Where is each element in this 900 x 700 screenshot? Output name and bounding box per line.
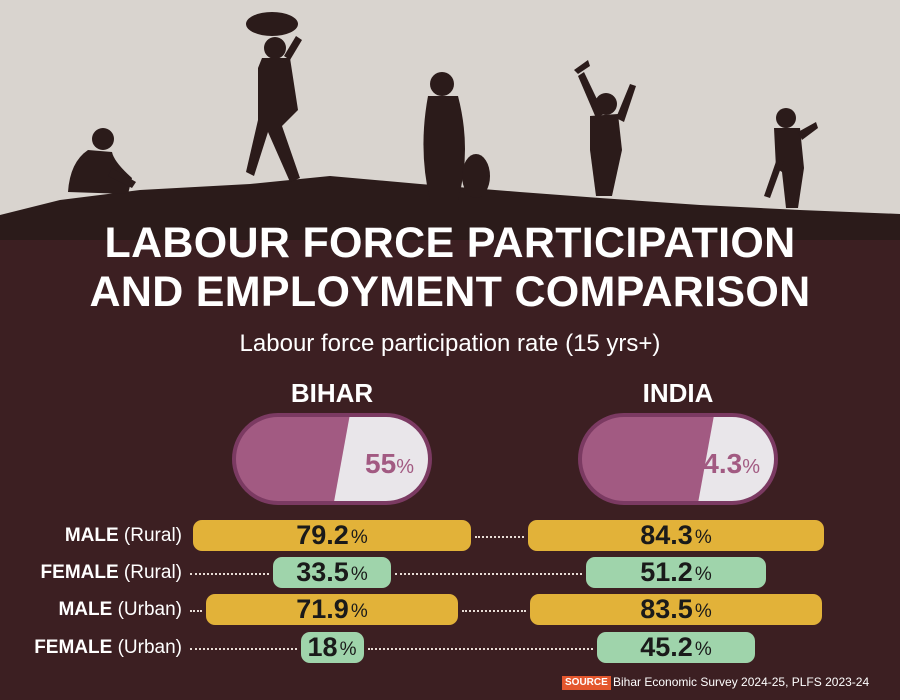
row-label: FEMALE (Rural) [40, 562, 182, 583]
hill-silhouette [0, 176, 900, 240]
leader-dots [190, 610, 203, 612]
bar-bihar: 79.2% [193, 520, 471, 551]
row-label: FEMALE (Urban) [34, 637, 182, 658]
connector-dots [474, 536, 525, 538]
bar-india: 83.5% [529, 594, 823, 625]
bar-india: 51.2% [586, 557, 766, 588]
connector-dots [367, 648, 593, 650]
row-label: MALE (Rural) [64, 525, 182, 546]
source-text: Bihar Economic Survey 2024-25, PLFS 2023… [613, 675, 870, 689]
connector-dots [394, 573, 583, 575]
page-title-line-2: AND EMPLOYMENT COMPARISON [89, 268, 811, 316]
row-label: MALE (Urban) [58, 599, 182, 620]
overall-pill-remainder [698, 415, 776, 503]
overall-value-label: 55% [365, 448, 414, 479]
chart-subtitle: Labour force participation rate (15 yrs+… [239, 330, 661, 357]
overall-pill-bihar: 55% [232, 413, 432, 505]
bar-bihar: 18% [300, 632, 364, 663]
leader-dots [190, 648, 297, 650]
worker-silhouettes-icon [68, 12, 818, 208]
overall-value-label: 64.3% [688, 448, 761, 479]
column-header-bihar: BIHAR [290, 378, 374, 408]
bar-bihar: 71.9% [206, 594, 458, 625]
overall-pill-remainder [333, 415, 430, 503]
leader-dots [190, 573, 270, 575]
source-badge: SOURCE [562, 676, 611, 690]
bar-india: 45.2% [596, 632, 756, 663]
overall-pill-border [578, 413, 778, 505]
column-header-india: INDIA [642, 378, 714, 408]
overall-pill-border [232, 413, 432, 505]
page-title-line-1: LABOUR FORCE PARTICIPATION [104, 219, 796, 267]
bar-bihar: 33.5% [273, 557, 391, 588]
overall-pill-india: 64.3% [578, 413, 778, 505]
bar-india: 84.3% [528, 520, 824, 551]
connector-dots [461, 610, 526, 612]
